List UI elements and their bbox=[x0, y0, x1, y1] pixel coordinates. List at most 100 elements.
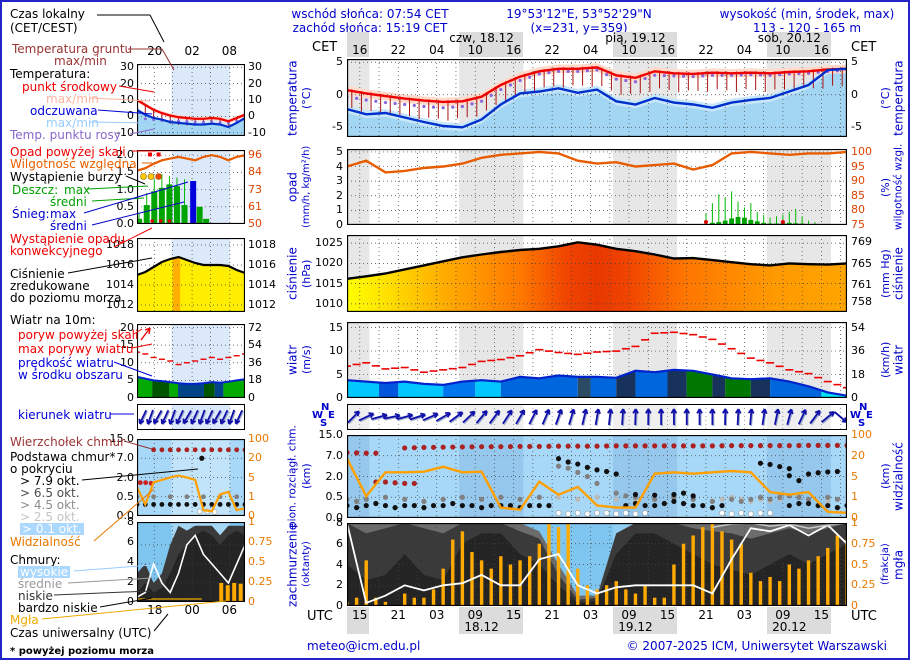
axis-tick-left: 2 bbox=[336, 188, 343, 202]
day-band bbox=[347, 32, 370, 57]
axis-tick-right: 0.75 bbox=[851, 536, 876, 550]
axis-tick-left: 0 bbox=[336, 599, 343, 612]
legend-max: max bbox=[64, 183, 91, 197]
mini-tick-right: 96 bbox=[248, 148, 262, 162]
axis-tick-right: 1 bbox=[851, 516, 858, 529]
utc-hour-label: 21 bbox=[544, 608, 560, 622]
altitude-label: wysokość (min, środek, max) bbox=[719, 7, 895, 21]
legend-ci-nienie: Ciśnienie bbox=[10, 267, 65, 281]
axis-tick-right: 5 bbox=[851, 55, 858, 69]
mini-cloud-cover bbox=[137, 522, 245, 602]
mini-tick-right: 84 bbox=[248, 165, 262, 179]
legend-o-pokryciu: o pokryciu bbox=[10, 462, 73, 476]
axis-tick-left: 5 bbox=[336, 55, 343, 69]
mini-tick-right: 100 bbox=[248, 432, 269, 445]
legend-punkt-rodkowy: punkt środkowy bbox=[22, 80, 117, 94]
mini-tick-right: 0.5 bbox=[248, 555, 266, 568]
legend-temp-punktu-rosy: Temp. punktu rosy bbox=[10, 128, 121, 142]
mini-temperature bbox=[137, 64, 245, 136]
mini-tick-right: 1014 bbox=[248, 278, 276, 291]
location-coords: 19°53'12"E, 53°52'29"N (x=231, y=359) bbox=[489, 7, 669, 35]
mini-tick-right: 0 bbox=[248, 595, 255, 608]
axis-tick-right: 54 bbox=[851, 320, 865, 334]
axis-tick-left: 15.0 bbox=[318, 428, 344, 441]
day-band bbox=[766, 32, 831, 57]
legend-poryw-powy-ej-skali: poryw powyżej skali bbox=[18, 328, 139, 342]
utc-hour-label: 03 bbox=[582, 608, 599, 622]
axis-tick-left: 0 bbox=[336, 391, 343, 404]
legend-2-5-okt: > 2.5 okt. bbox=[20, 510, 80, 524]
utc-hour-label: 03 bbox=[736, 608, 753, 622]
axis-tick-right: 0.25 bbox=[851, 578, 876, 592]
legend-wiatr-na-10m: Wiatr na 10m: bbox=[10, 313, 96, 327]
axis-tick-left: 1 bbox=[336, 203, 343, 217]
mini-tick-left: 6 bbox=[127, 535, 134, 548]
utc-hour-label: 15 bbox=[813, 608, 829, 622]
mini-tick-right: 20 bbox=[248, 451, 262, 465]
mini-tick-right: 36 bbox=[248, 355, 262, 369]
legend-0-1-okt: > 0.1 okt. bbox=[20, 522, 84, 536]
axis-title-right: wiatr bbox=[891, 344, 906, 376]
mini-cloud-base bbox=[137, 439, 245, 516]
mini-tick-left: 7.0 bbox=[116, 451, 135, 465]
mini-tick-left: 0.0 bbox=[116, 217, 135, 230]
contact-email-link[interactable]: meteo@icm.edu.pl bbox=[307, 639, 421, 653]
legend-max-min: max/min bbox=[46, 92, 99, 106]
chart-clouds-visibility bbox=[347, 435, 847, 518]
cet-corner-right: CET bbox=[851, 40, 877, 55]
day-label-top: sob, 20.12 bbox=[757, 31, 821, 45]
mini-tick-left: 0.5 bbox=[116, 489, 135, 503]
day-label-top: pią, 19.12 bbox=[605, 31, 666, 45]
mini-wind-direction bbox=[137, 404, 245, 430]
mini-tick-right: 5 bbox=[248, 470, 255, 484]
utc-hour-label: 21 bbox=[390, 608, 406, 622]
mini-tick-left: 1014 bbox=[106, 278, 134, 291]
utc-hour-label: 21 bbox=[698, 608, 714, 622]
utc-corner-right: UTC bbox=[851, 609, 877, 624]
mini-tick-right: 18 bbox=[248, 373, 262, 387]
cet-hour-label: 04 bbox=[582, 43, 599, 57]
mini-hour-bottom: 06 bbox=[221, 603, 237, 617]
legend-max-min: max/min bbox=[46, 116, 99, 130]
mini-tick-right: 54 bbox=[248, 338, 262, 352]
sunset-text: zachód słońca: 15:19 CET bbox=[292, 21, 448, 35]
legend-temperatura-gruntu: Temperatura gruntu bbox=[12, 42, 133, 56]
mini-hour-bottom: 18 bbox=[147, 603, 163, 617]
legend-nieg: Śnieg: bbox=[12, 207, 50, 221]
mini-tick-left: 20 bbox=[120, 76, 134, 90]
axis-tick-left: 1025 bbox=[315, 236, 343, 250]
grid-xy-text: (x=231, y=359) bbox=[530, 21, 628, 35]
mini-tick-right: 1 bbox=[248, 515, 255, 528]
day-label-top: czw, 18.12 bbox=[449, 31, 514, 45]
mini-tick-left: -10 bbox=[116, 125, 134, 139]
mini-tick-left: 0.5 bbox=[116, 199, 135, 213]
axis-tick-left: 1015 bbox=[315, 276, 343, 290]
axis-tick-right: 36 bbox=[851, 344, 865, 358]
day-band bbox=[459, 32, 524, 57]
axis-tick-left: 0.0 bbox=[325, 511, 344, 524]
axis-tick-right: 100 bbox=[851, 144, 872, 158]
legend-konwekcyjnego: konwekcyjnego bbox=[10, 244, 103, 258]
axis-tick-right: 0 bbox=[851, 599, 858, 612]
axis-tick-left: 6 bbox=[336, 536, 343, 550]
sun-times: wschód słońca: 07:54 CET zachód słońca: … bbox=[280, 7, 460, 35]
legend-podstawa-chmur: Podstawa chmur* bbox=[10, 450, 116, 464]
mini-tick-left: 1.0 bbox=[116, 182, 135, 196]
legend-wyst-pienie-opadu: Wystąpienie opadu bbox=[10, 232, 126, 246]
chart-pressure bbox=[347, 235, 847, 312]
cet-hour-label: 22 bbox=[544, 43, 560, 57]
mini-tick-left: 15.0 bbox=[109, 432, 135, 445]
axis-tick-right: 769 bbox=[851, 235, 872, 249]
local-time-label: Czas lokalny (CET/CEST) bbox=[10, 7, 85, 35]
day-label-bottom: 19.12 bbox=[618, 620, 653, 634]
mini-tick-left: 2.0 bbox=[116, 148, 135, 162]
legend-czas-uniwersalny-utc: Czas uniwersalny (UTC) bbox=[10, 626, 152, 640]
legend-wilgotno-wzgl-dna: Wilgotność względna bbox=[10, 157, 137, 171]
altitude-info: wysokość (min, środek, max) 113 - 120 - … bbox=[707, 7, 907, 35]
mini-tick-right: 0 bbox=[248, 391, 255, 404]
cet-hour-label: 16 bbox=[506, 43, 522, 57]
mini-hour-top: 08 bbox=[221, 44, 237, 58]
mini-tick-right: -10 bbox=[248, 125, 266, 139]
cet-hour-label: 04 bbox=[429, 43, 445, 57]
